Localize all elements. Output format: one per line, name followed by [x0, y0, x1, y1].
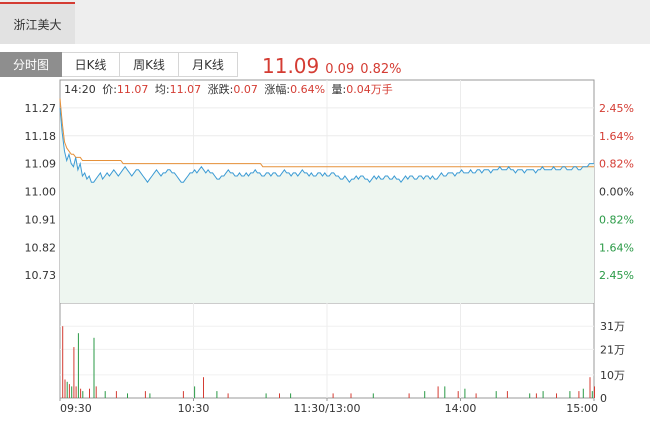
info-vol-label: 量: — [332, 83, 347, 96]
y-tick-label: 10.82 — [25, 241, 57, 254]
volume-bar — [556, 393, 557, 398]
pct-tick-label: 2.45% — [599, 269, 634, 282]
price-change: 0.09 — [325, 62, 355, 77]
volume-bar — [332, 393, 334, 398]
volume-bar — [64, 379, 66, 398]
volume-bar — [144, 391, 146, 398]
volume-bar — [66, 381, 68, 398]
volume-bar — [149, 393, 151, 398]
volume-bar — [582, 388, 584, 398]
volume-bar — [68, 384, 70, 398]
volume-bar — [535, 393, 537, 398]
volume-tick-label: 0 — [600, 392, 607, 405]
volume-bar — [62, 326, 64, 398]
tab-monthly-k[interactable]: 月K线 — [179, 52, 238, 77]
info-change: 0.07 — [233, 83, 258, 96]
volume-bar — [104, 391, 106, 398]
x-tick-label: 10:30 — [178, 402, 210, 415]
volume-bar — [437, 386, 439, 398]
quote: 11.09 0.09 0.82% — [262, 54, 402, 78]
volume-bar — [290, 393, 292, 398]
last-price: 11.09 — [262, 54, 320, 78]
x-tick-label: 09:30 — [60, 402, 92, 415]
info-change-label: 涨跌: — [208, 82, 234, 96]
volume-bar — [80, 388, 82, 398]
volume-bar — [115, 391, 117, 398]
volume-bar — [424, 391, 426, 398]
volume-bar — [71, 386, 73, 398]
volume-bar — [578, 391, 580, 398]
volume-bar — [591, 391, 593, 398]
volume-bar — [350, 393, 352, 398]
crosshair-info: 14:20 价:11.07 均:11.07 涨跌:0.07 涨幅:0.64% 量… — [64, 82, 393, 96]
y-tick-label: 10.73 — [25, 269, 57, 282]
volume-bar — [372, 393, 374, 398]
volume-bar — [73, 347, 75, 398]
volume-tick-label: 10万 — [600, 369, 625, 382]
x-tick-label: 11:30/13:00 — [293, 402, 360, 415]
volume-bar — [82, 391, 84, 398]
volume-tick-label: 31万 — [600, 320, 625, 333]
info-avg: 11.07 — [170, 83, 202, 96]
volume-bar — [127, 393, 128, 398]
volume-bar — [203, 377, 204, 398]
volume-bar — [475, 393, 477, 398]
info-price-label: 价: — [102, 83, 117, 96]
y-tick-label: 11.18 — [25, 130, 57, 143]
volume-bar — [464, 388, 466, 398]
volume-bar — [444, 386, 446, 398]
y-tick-label: 11.27 — [25, 102, 57, 115]
volume-bar — [182, 391, 184, 398]
y-tick-label: 10.91 — [25, 213, 57, 226]
volume-tick-label: 21万 — [600, 343, 625, 356]
price-change-pct: 0.82% — [360, 62, 402, 77]
pct-tick-label: 1.64% — [599, 130, 634, 143]
volume-bar — [89, 388, 90, 398]
volume-bar — [408, 393, 410, 398]
volume-bar — [95, 386, 97, 398]
volume-bar — [569, 391, 571, 398]
volume-bar — [589, 377, 591, 398]
info-pct-label: 涨幅: — [264, 83, 290, 96]
chart-tabs: 分时图 日K线 周K线 月K线 — [0, 52, 238, 77]
info-price: 11.07 — [117, 83, 149, 96]
volume-bar — [594, 386, 595, 398]
y-tick-label: 11.00 — [25, 186, 57, 199]
x-tick-label: 14:00 — [445, 402, 477, 415]
info-avg-label: 均: — [155, 83, 170, 96]
volume-bar — [227, 393, 229, 398]
x-tick-label: 15:00 — [566, 402, 598, 415]
info-pct: 0.64% — [290, 83, 325, 96]
volume-bar — [542, 391, 544, 398]
tab-daily-k[interactable]: 日K线 — [62, 52, 120, 77]
volume-bar — [77, 333, 79, 398]
volume-bar — [93, 337, 95, 398]
volume-bar — [495, 391, 497, 398]
volume-bar — [506, 391, 508, 398]
info-time: 14:20 — [64, 83, 96, 96]
avg-price-line — [59, 98, 594, 168]
price-line — [59, 107, 594, 184]
pct-tick-label: 0.00% — [599, 186, 634, 199]
volume-bar — [75, 386, 77, 398]
volume-bar — [194, 386, 196, 398]
volume-bar — [529, 393, 531, 398]
tab-weekly-k[interactable]: 周K线 — [120, 52, 179, 77]
pct-tick-label: 2.45% — [599, 102, 634, 115]
volume-bar — [279, 393, 280, 398]
y-tick-label: 11.09 — [25, 158, 57, 171]
top-bar: 浙江美大 — [0, 0, 650, 44]
tab-intraday[interactable]: 分时图 — [0, 52, 62, 77]
pct-tick-label: 0.82% — [599, 158, 634, 171]
volume-bar — [265, 393, 267, 398]
pct-tick-label: 0.82% — [599, 213, 634, 226]
pct-tick-label: 1.64% — [599, 241, 634, 254]
info-vol: 0.04万手 — [346, 82, 393, 96]
price-area-fill — [60, 107, 594, 304]
volume-bar — [457, 391, 459, 398]
volume-bar — [216, 391, 218, 398]
stock-name-tab[interactable]: 浙江美大 — [0, 2, 75, 44]
